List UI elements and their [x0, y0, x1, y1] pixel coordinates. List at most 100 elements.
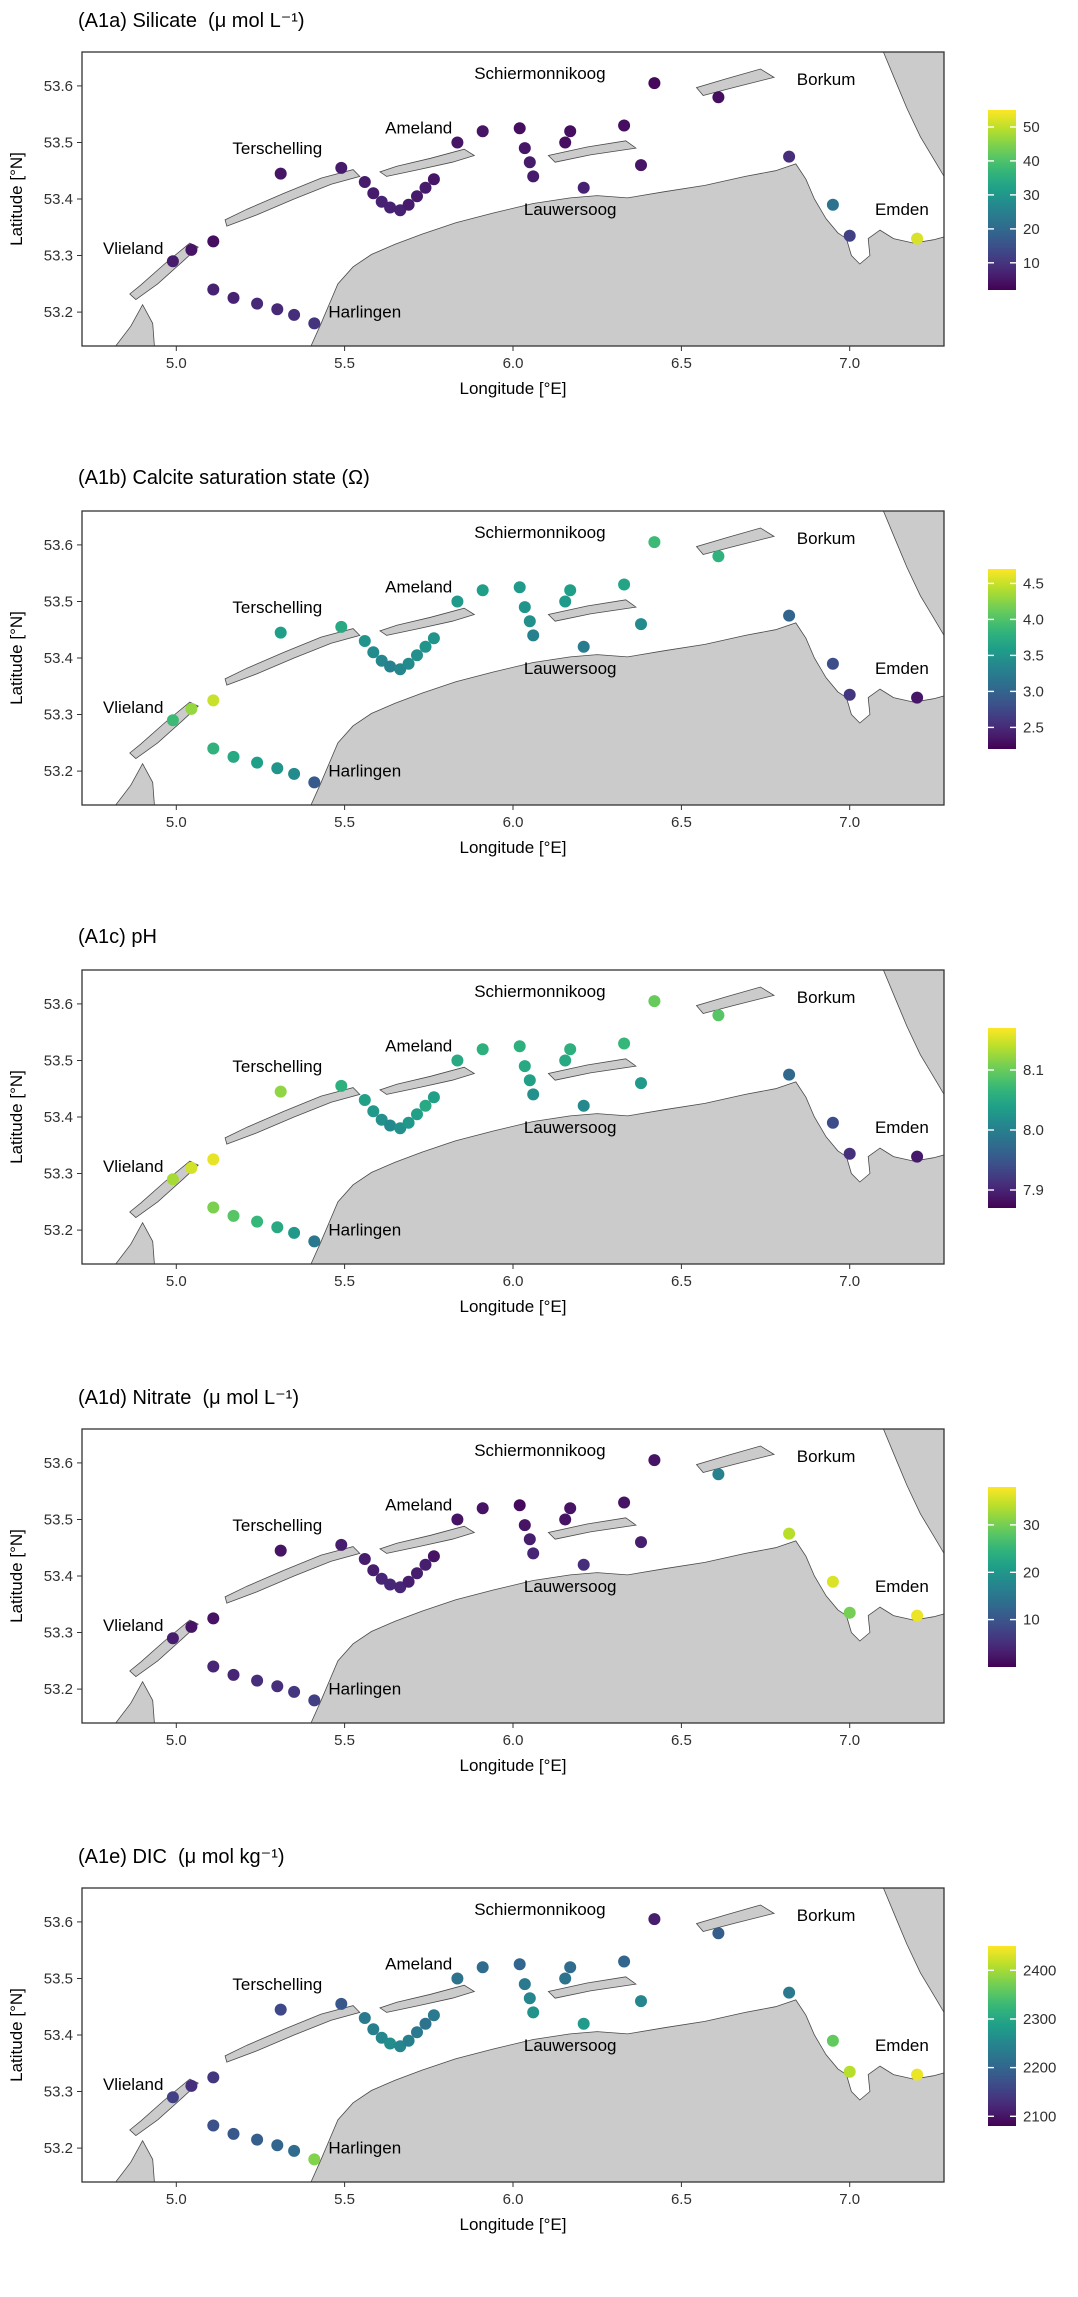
station-dot: [227, 1668, 240, 1681]
place-label-terschelling: Terschelling: [232, 1975, 322, 1994]
station-dot: [207, 235, 220, 248]
land-mainland: [310, 1999, 944, 2182]
station-dot: [635, 1995, 647, 2008]
station-dot: [648, 1913, 661, 1926]
station-dot: [207, 1660, 220, 1673]
x-tick-label: 6.0: [503, 355, 524, 372]
station-dot: [185, 2079, 198, 2092]
station-dot: [527, 629, 540, 642]
station-dot: [251, 1215, 264, 1228]
station-dot: [513, 122, 526, 135]
x-tick-label: 5.5: [334, 814, 355, 831]
station-dot: [564, 584, 577, 597]
station-dot: [358, 635, 371, 647]
station-dot: [648, 536, 661, 549]
station-dot: [635, 1077, 647, 1090]
place-label-borkum: Borkum: [797, 1906, 856, 1925]
y-tick-label: 53.3: [44, 248, 73, 265]
station-dot: [513, 1040, 526, 1053]
y-tick-label: 53.3: [44, 1166, 73, 1183]
land-mainland: [310, 622, 944, 805]
station-dot: [227, 750, 240, 763]
station-dot: [274, 167, 287, 180]
x-axis-title: Longitude [°E]: [460, 2215, 567, 2234]
station-dot: [559, 1513, 572, 1526]
station-dot: [527, 1547, 540, 1560]
land-mainland: [310, 163, 944, 346]
map-content: Vlieland Terschelling Ameland Schiermonniko…: [103, 1429, 944, 1723]
y-tick-label: 53.4: [44, 1568, 73, 1585]
colorbar-tick-label: 10: [1023, 255, 1040, 272]
station-dot: [207, 742, 220, 755]
station-dot: [207, 694, 220, 707]
colorbar-tick-label: 20: [1023, 221, 1040, 238]
station-dot: [411, 2026, 423, 2039]
station-dot: [251, 756, 264, 769]
land-northeast-coast: [882, 1429, 944, 1555]
y-tick-label: 53.6: [44, 78, 73, 95]
station-dot: [185, 1161, 198, 1174]
land-texel-tip: [115, 303, 155, 346]
station-dot: [843, 229, 856, 242]
x-tick-label: 7.0: [839, 814, 860, 831]
station-dot: [358, 176, 371, 188]
y-tick-label: 53.5: [44, 1053, 73, 1070]
station-dot: [419, 640, 432, 653]
station-dot: [335, 620, 348, 633]
station-dot: [843, 688, 856, 701]
station-dot: [559, 1972, 572, 1985]
station-dot: [207, 1612, 220, 1625]
station-dot: [783, 150, 796, 163]
station-dot: [559, 1054, 572, 1067]
station-dot: [451, 595, 464, 608]
station-dot: [227, 291, 240, 304]
station-dot: [335, 161, 348, 174]
station-dot: [911, 2068, 924, 2081]
station-dot: [419, 1099, 432, 1112]
station-dot: [308, 776, 321, 789]
land-island-borkum: [695, 68, 776, 96]
station-dot: [523, 1992, 536, 2005]
y-tick-label: 53.5: [44, 1971, 73, 1988]
station-dot: [618, 1955, 631, 1968]
y-tick-label: 53.2: [44, 763, 73, 780]
place-label-ameland: Ameland: [385, 1954, 452, 1973]
panel-a1d: (A1d) Nitrate (μ mol L⁻¹) Vlieland Tersch…: [0, 1377, 1078, 1836]
station-dot: [513, 1958, 526, 1971]
y-tick-label: 53.3: [44, 2084, 73, 2101]
place-label-schiermonnikoog: Schiermonnikoog: [474, 1900, 605, 1919]
y-tick-label: 53.3: [44, 1625, 73, 1642]
y-tick-label: 53.2: [44, 1681, 73, 1698]
station-dot: [411, 649, 423, 662]
colorbar-tick-label: 2400: [1023, 1962, 1056, 1979]
station-dot: [251, 2133, 264, 2146]
station-dot: [451, 136, 464, 149]
x-tick-label: 6.5: [671, 814, 692, 831]
station-dot: [367, 646, 380, 659]
station-dot: [185, 243, 198, 256]
station-dot: [635, 618, 647, 631]
x-tick-label: 5.0: [166, 1273, 187, 1290]
y-axis-title: Latitude [°N]: [7, 1529, 26, 1623]
colorbar-tick-label: 2200: [1023, 2060, 1056, 2077]
place-label-lauwersoog: Lauwersoog: [524, 659, 617, 678]
panel-title-a1b: (A1b) Calcite saturation state (Ω): [78, 467, 370, 489]
station-dot: [384, 1578, 397, 1591]
land-northeast-coast: [882, 511, 944, 637]
map-a1d-nitrate: Vlieland Terschelling Ameland Schiermonniko…: [7, 1428, 1040, 1775]
station-dot: [384, 2037, 397, 2050]
colorbar-tick-label: 50: [1023, 119, 1040, 136]
map-content: Vlieland Terschelling Ameland Schiermonniko…: [103, 511, 944, 805]
place-label-schiermonnikoog: Schiermonnikoog: [474, 523, 605, 542]
place-label-lauwersoog: Lauwersoog: [524, 2036, 617, 2055]
station-dot: [427, 173, 440, 186]
place-label-harlingen: Harlingen: [328, 2139, 401, 2158]
station-dot: [427, 1091, 440, 1104]
station-dot: [402, 198, 415, 211]
colorbar-tick-label: 2100: [1023, 2108, 1056, 2125]
land-island-schiermonnikoog: [547, 1976, 637, 1999]
panel-a1a: (A1a) Silicate (μ mol L⁻¹) Vlieland Tersc…: [0, 0, 1078, 459]
land-island-terschelling: [224, 1087, 361, 1145]
land-island-borkum: [695, 1445, 776, 1473]
station-dot: [207, 1153, 220, 1166]
